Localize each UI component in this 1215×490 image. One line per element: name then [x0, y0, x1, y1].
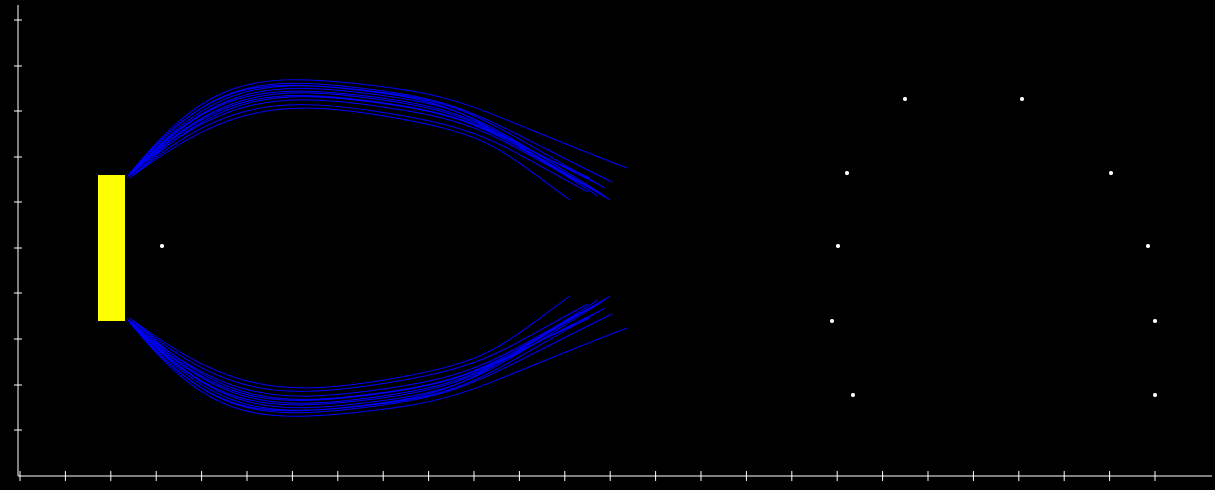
particle-dot — [836, 244, 840, 248]
lower-trajectory — [126, 295, 611, 404]
particle-dot — [1153, 393, 1157, 397]
upper-trajectory — [128, 87, 603, 195]
particle-dot — [845, 171, 849, 175]
upper-trajectory — [132, 104, 589, 193]
lower-trajectory — [128, 310, 601, 406]
emitter-rectangle[interactable] — [98, 175, 125, 321]
upper-trajectory — [126, 92, 611, 201]
lower-trajectory — [131, 317, 591, 401]
upper-trajectory — [128, 90, 601, 186]
particle-dot — [1020, 97, 1024, 101]
particle-dot — [903, 97, 907, 101]
upper-trajectory — [131, 95, 591, 179]
axes — [14, 5, 1212, 481]
particle-dot — [1109, 171, 1113, 175]
lower-trajectory — [128, 301, 603, 409]
upper-trajectory — [127, 79, 628, 177]
lower-trajectory — [127, 298, 607, 397]
trajectory-paths — [126, 79, 628, 417]
lower-trajectory — [132, 303, 589, 392]
particle-dot — [830, 319, 834, 323]
upper-trajectory — [127, 99, 607, 198]
lower-trajectory — [129, 305, 595, 400]
lower-trajectory — [127, 319, 628, 417]
particle-dot — [851, 393, 855, 397]
particles — [160, 97, 1157, 397]
upper-trajectory — [130, 107, 571, 201]
particle-dot — [1153, 319, 1157, 323]
lower-trajectory — [130, 295, 571, 389]
particle-dot — [1146, 244, 1150, 248]
upper-trajectory — [129, 96, 595, 191]
particle-dot — [160, 244, 164, 248]
